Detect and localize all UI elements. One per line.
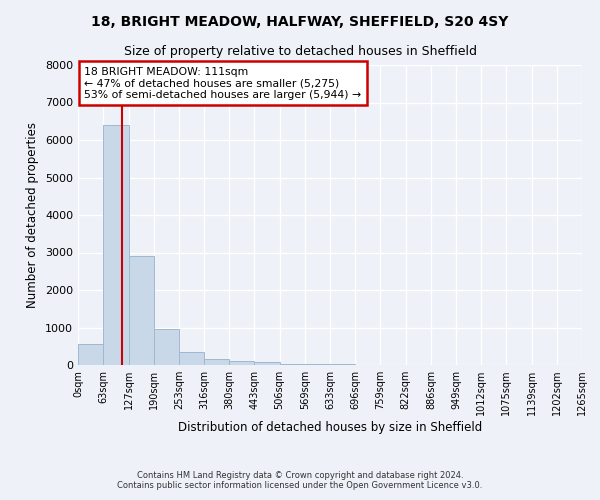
Bar	[229, 361, 254, 365]
Bar	[280, 364, 305, 365]
Bar	[78, 344, 103, 365]
Bar	[204, 360, 229, 365]
X-axis label: Distribution of detached houses by size in Sheffield: Distribution of detached houses by size …	[178, 421, 482, 434]
Y-axis label: Number of detached properties: Number of detached properties	[26, 122, 40, 308]
Bar	[254, 362, 280, 365]
Bar	[179, 352, 204, 365]
Bar	[305, 364, 330, 365]
Text: Size of property relative to detached houses in Sheffield: Size of property relative to detached ho…	[124, 45, 476, 58]
Text: 18 BRIGHT MEADOW: 111sqm
← 47% of detached houses are smaller (5,275)
53% of sem: 18 BRIGHT MEADOW: 111sqm ← 47% of detach…	[84, 67, 361, 100]
Text: Contains HM Land Registry data © Crown copyright and database right 2024.
Contai: Contains HM Land Registry data © Crown c…	[118, 470, 482, 490]
Bar	[103, 125, 128, 365]
Bar	[128, 256, 154, 365]
Bar	[330, 364, 355, 365]
Bar	[154, 328, 179, 365]
Text: 18, BRIGHT MEADOW, HALFWAY, SHEFFIELD, S20 4SY: 18, BRIGHT MEADOW, HALFWAY, SHEFFIELD, S…	[91, 15, 509, 29]
